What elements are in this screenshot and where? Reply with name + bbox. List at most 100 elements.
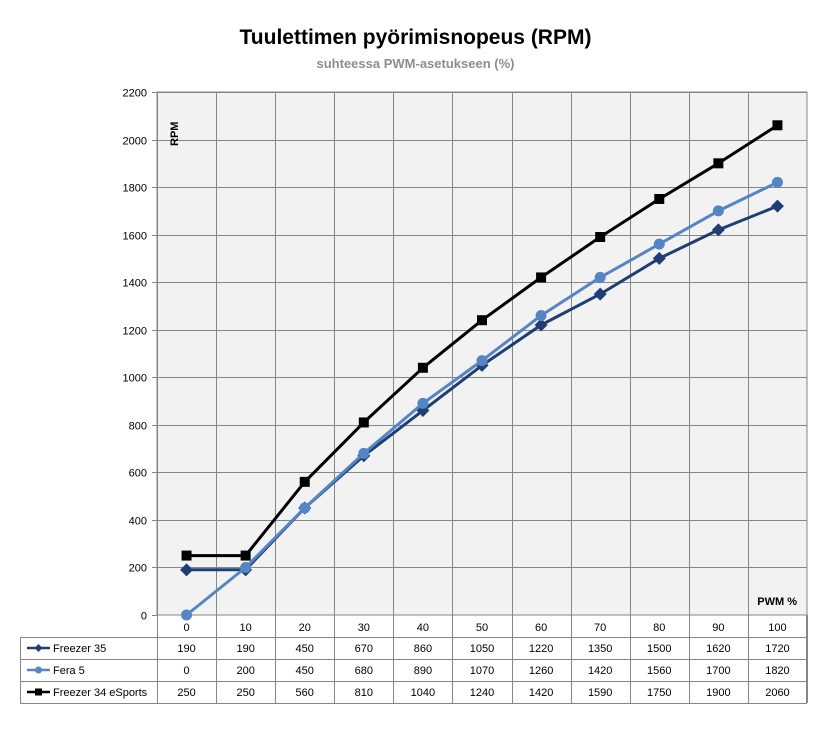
legend-label: Freezer 34 eSports [53, 687, 148, 699]
data-point [181, 550, 192, 561]
table-value: 0 [183, 665, 189, 677]
legend-marker [35, 666, 42, 674]
data-point [417, 362, 428, 373]
data-point [299, 502, 311, 514]
data-point [477, 315, 487, 326]
data-point [770, 199, 784, 213]
table-value: 1500 [647, 643, 671, 655]
x-tick-label: 70 [594, 622, 606, 634]
gridlines [157, 92, 807, 615]
data-point [358, 447, 370, 459]
legend-key [27, 666, 50, 674]
data-point [711, 223, 725, 237]
data-point [181, 609, 193, 621]
data-point [476, 355, 488, 367]
table-value: 1420 [588, 665, 612, 677]
chart-title: Tuulettimen pyörimisnopeus (RPM) [239, 26, 592, 49]
x-tick-label: 30 [358, 622, 370, 634]
legend-key [27, 644, 50, 652]
y-tick-label: 2200 [123, 88, 147, 100]
x-tick-label: 60 [535, 622, 547, 634]
data-point [593, 287, 607, 301]
table-value: 190 [177, 643, 195, 655]
plot-area [156, 91, 808, 616]
x-tick-label: 10 [240, 622, 252, 634]
data-point [772, 120, 783, 131]
x-tick-label: 20 [299, 622, 311, 634]
x-tick-label: 100 [768, 622, 786, 634]
data-point [595, 232, 606, 243]
plot-background [156, 91, 808, 616]
table-value: 1050 [470, 643, 494, 655]
table-value: 450 [296, 665, 314, 677]
y-tick-label: 1600 [123, 231, 147, 243]
table-value: 2060 [765, 687, 789, 699]
x-tick-label: 40 [417, 622, 429, 634]
legend-marker [35, 688, 42, 696]
x-axis-label: PWM % [757, 596, 797, 608]
chart-subtitle: suhteessa PWM-asetukseen (%) [316, 56, 515, 71]
legend-key [27, 688, 50, 696]
table-value: 680 [355, 665, 373, 677]
x-tick-label: 50 [476, 622, 488, 634]
table-value: 1720 [765, 643, 789, 655]
x-tick-label: 90 [712, 622, 724, 634]
table-value: 560 [296, 687, 314, 699]
data-point [240, 561, 252, 573]
y-tick-label: 1400 [123, 278, 147, 290]
table-value: 200 [236, 665, 254, 677]
legend-label: Fera 5 [53, 665, 85, 677]
y-axis: 0 200 400 600 800 1000 1200 1400 1600 1800 2000 220… [123, 88, 158, 623]
table-value: 1590 [588, 687, 612, 699]
legend-marker [34, 644, 43, 652]
table-value: 250 [236, 687, 254, 699]
table-value: 1900 [706, 687, 730, 699]
y-tick-label: 0 [141, 611, 147, 623]
y-axis-label: RPM [169, 122, 181, 146]
data-point [712, 205, 724, 217]
data-point [536, 272, 547, 283]
table-value: 1260 [529, 665, 553, 677]
table-value: 1700 [706, 665, 730, 677]
table-value: 670 [355, 643, 373, 655]
table-value: 810 [355, 687, 373, 699]
table-value: 250 [177, 687, 195, 699]
data-point [299, 476, 310, 487]
table-value: 860 [414, 643, 432, 655]
data-point [771, 176, 783, 188]
table-value: 190 [236, 643, 254, 655]
data-point [535, 309, 547, 321]
x-tick-label: 0 [183, 622, 189, 634]
table-value: 1420 [529, 687, 553, 699]
data-point [713, 158, 724, 169]
table-value: 1350 [588, 643, 612, 655]
y-tick-label: 600 [129, 468, 147, 480]
y-tick-label: 2000 [123, 136, 147, 148]
data-point [180, 563, 194, 577]
data-table: 0 10 20 30 40 50 60 70 80 90 100 Freezer 35 190 190 45… [20, 615, 808, 704]
table-value: 1620 [706, 643, 730, 655]
data-point [653, 238, 665, 250]
table-value: 1240 [470, 687, 494, 699]
x-tick-label: 80 [653, 622, 665, 634]
table-value: 1070 [470, 665, 494, 677]
y-tick-label: 800 [129, 421, 147, 433]
series-freezer-34-esports [181, 120, 783, 561]
data-point [534, 318, 548, 332]
y-tick-label: 1000 [123, 373, 147, 385]
table-value: 890 [414, 665, 432, 677]
table-value: 1040 [411, 687, 435, 699]
data-point [652, 251, 666, 265]
y-tick-label: 400 [129, 516, 147, 528]
y-tick-label: 1800 [123, 183, 147, 195]
legend-label: Freezer 35 [53, 643, 106, 655]
table-value: 1220 [529, 643, 553, 655]
series-lines [180, 120, 784, 621]
table-value: 450 [296, 643, 314, 655]
series-fera-5 [181, 176, 783, 621]
y-tick-label: 1200 [123, 326, 147, 338]
data-point [240, 550, 251, 561]
table-value: 1750 [647, 687, 671, 699]
data-point [358, 417, 369, 428]
